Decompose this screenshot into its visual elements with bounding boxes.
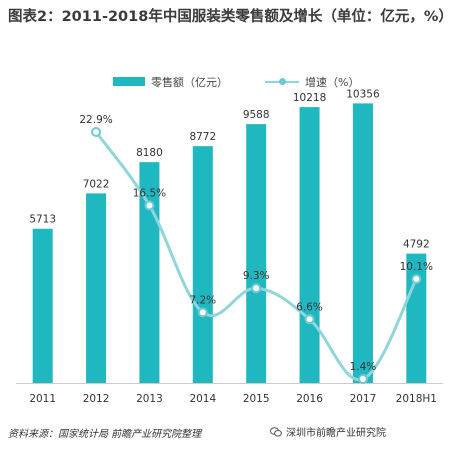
bar-value-label: 7022 [83,178,110,190]
wechat-icon [270,427,282,437]
x-tick-label: 2013 [136,393,163,405]
bar-2017 [352,103,373,383]
growth-marker-2018H1 [411,274,422,285]
x-tick-label: 2016 [296,393,323,405]
legend-line-label: 增速（%） [305,76,360,89]
bar-2018H1 [406,253,427,383]
x-tick-label: 2017 [350,393,377,405]
growth-marker-2016 [304,314,315,325]
growth-marker-2017 [357,374,368,384]
bar-2015 [246,124,267,384]
legend-bar-swatch [113,77,145,86]
growth-value-label: 7.2% [189,294,216,306]
source-note: 资料来源：国家统计局 前瞻产业研究院整理 [8,429,202,440]
bar-value-label: 10356 [346,88,380,100]
growth-value-label: 16.5% [133,188,166,200]
growth-value-label: 1.4% [350,361,377,373]
bar-2012 [86,193,107,383]
credit-text: 深圳市前瞻产业研究院 [286,428,386,439]
growth-value-label: 9.3% [243,270,270,282]
bar-value-label: 5713 [29,214,56,226]
growth-value-label: 22.9% [79,114,112,126]
growth-value-label: 10.1% [400,261,433,273]
bar-value-label: 4792 [403,239,430,251]
growth-marker-2015 [251,283,262,294]
growth-marker-2012 [91,127,102,137]
x-tick-label: 2014 [189,393,216,405]
bar-2011 [32,228,53,383]
chart-legend: 零售额（亿元） 增速（%） [0,74,457,90]
x-tick-label: 2012 [83,393,110,405]
growth-value-label: 6.6% [296,301,323,313]
bar-value-label: 9588 [243,109,270,121]
bar-2014 [192,146,213,383]
bar-value-label: 8180 [136,147,163,159]
x-tick-label: 2018H1 [396,393,437,405]
x-tick-label: 2011 [29,393,56,405]
growth-marker-2014 [197,307,208,318]
bar-value-label: 10218 [293,92,326,104]
growth-marker-2013 [144,200,155,211]
bar-2016 [299,107,320,383]
credit-note: 深圳市前瞻产业研究院 [270,424,386,439]
legend-line-marker [279,78,286,85]
chart-title: 图表2：2011-2018年中国服装类零售额及增长（单位：亿元，%） [8,9,453,25]
bar-value-label: 8772 [189,131,216,143]
x-tick-label: 2015 [243,393,270,405]
legend-bar-label: 零售额（亿元） [151,76,228,89]
